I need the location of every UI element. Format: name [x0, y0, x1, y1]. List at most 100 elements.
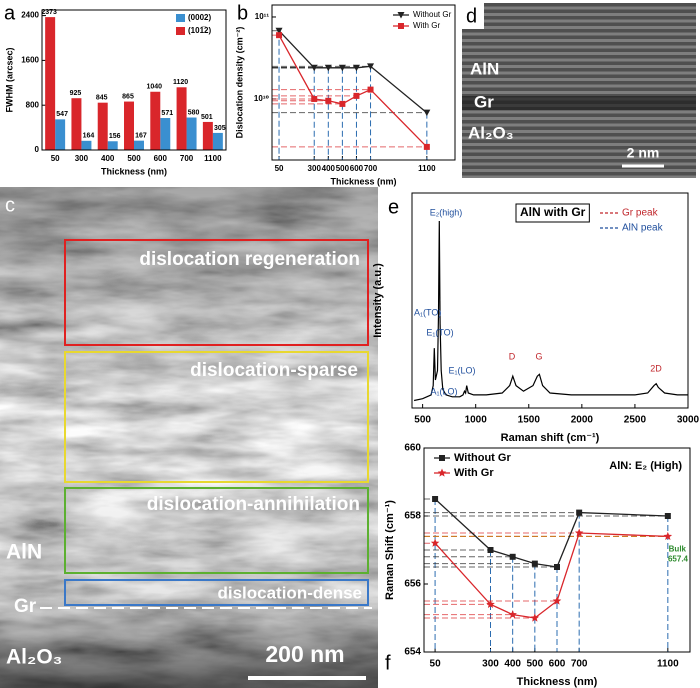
x-tick-label: 1000 [465, 415, 488, 426]
value-label: 164 [83, 133, 95, 140]
value-label: 2373 [41, 9, 57, 16]
marker [353, 92, 360, 99]
value-label: 167 [135, 132, 147, 139]
x-tick-label: 2000 [571, 415, 594, 426]
legend-swatch [176, 14, 185, 22]
marker [423, 143, 430, 150]
marker [367, 86, 374, 93]
x-tick-label: 500 [336, 164, 350, 173]
x-tick-label: 400 [504, 659, 521, 670]
region-box [64, 487, 369, 574]
legend-label: With Gr [413, 21, 440, 30]
value-label: 501 [201, 114, 213, 121]
x-tick-label: 500 [526, 659, 543, 670]
marker [574, 528, 584, 537]
scale-bar-label: 2 nm [627, 145, 660, 161]
micrograph-c: dislocation regeneration dislocation-spa… [0, 187, 378, 688]
bar [55, 119, 66, 150]
bar [107, 141, 118, 150]
series-line [434, 532, 668, 619]
x-tick-label: 50 [51, 154, 60, 163]
marker [439, 455, 445, 461]
peak-label: E₁(TO) [426, 327, 453, 337]
peak-label: E₁(LO) [448, 365, 475, 375]
x-tick-label: 500 [414, 415, 431, 426]
x-axis-label: Thickness (nm) [517, 676, 598, 688]
plot-frame [423, 447, 691, 653]
marker [324, 64, 332, 72]
marker [430, 538, 440, 547]
x-tick-label: 1100 [657, 659, 679, 670]
chart-a: a Thickness (nm) FWHM (arcsec) 0 800 1600 2400… [4, 2, 227, 176]
value-label: 547 [56, 111, 68, 118]
x-tick-label: 50 [430, 659, 442, 670]
panel-label: e [388, 196, 399, 218]
y-tick-label: 0 [35, 145, 40, 154]
peak-label: G [535, 351, 542, 361]
y-axis-label: FWHM (arcsec) [4, 47, 14, 112]
x-tick-label: 400 [101, 154, 115, 163]
x-tick-label: 300 [75, 154, 89, 163]
y-tick-label: 656 [404, 579, 421, 590]
x-tick-label: 2500 [624, 415, 647, 426]
y-axis-label: Dislocation density (cm⁻²) [234, 27, 244, 139]
region-box [64, 239, 369, 346]
spectrum-line [413, 220, 688, 402]
marker [508, 610, 517, 619]
x-tick-label: 1100 [418, 164, 436, 173]
peak-label: E₂(high) [430, 207, 463, 217]
marker [554, 564, 560, 570]
bar [176, 87, 187, 150]
y-tick-label: 660 [404, 443, 421, 454]
x-tick-label: 700 [180, 154, 194, 163]
value-label: 1040 [147, 84, 163, 91]
x-tick-label: 700 [364, 164, 378, 173]
marker [398, 23, 404, 29]
panel-label: a [4, 2, 16, 24]
value-label: 1120 [173, 79, 188, 86]
x-tick-label: 50 [275, 164, 284, 173]
y-tick-label: 1600 [21, 56, 39, 65]
bar [71, 98, 82, 150]
peak-label: A₁(TO) [414, 307, 441, 317]
y-axis-label: Intensity (a.u.) [372, 263, 384, 338]
x-tick-label: 300 [308, 164, 322, 173]
annotation: AlN: E₂ (High) [609, 460, 682, 472]
marker [664, 513, 671, 519]
bar [45, 17, 56, 150]
region-label: dislocation-sparse [190, 360, 358, 381]
y-tick-label: 658 [404, 511, 421, 522]
scale-bar-label: 200 nm [265, 641, 344, 667]
y-tick-label: 2400 [21, 11, 39, 20]
marker [576, 509, 583, 516]
bar [160, 118, 171, 150]
layer-label: AlN [470, 59, 499, 78]
panel-label: f [385, 652, 391, 674]
x-tick-label: 500 [127, 154, 141, 163]
layer-label: Gr [14, 596, 37, 617]
layer-label: Gr [474, 92, 494, 111]
y-tick-label: 800 [26, 100, 40, 109]
marker [367, 63, 375, 70]
legend-swatch [176, 27, 185, 35]
marker [487, 547, 494, 553]
marker [437, 468, 447, 477]
marker [552, 596, 562, 605]
value-label: 571 [161, 110, 173, 117]
micrograph-d: d AlN Gr Al₂O₃ 2 nm [462, 3, 696, 178]
plot-frame [271, 4, 456, 161]
x-axis-label: Thickness (nm) [101, 166, 167, 176]
marker [275, 27, 283, 35]
plot-frame [41, 9, 227, 151]
legend-label: Gr peak [622, 208, 659, 219]
x-tick-label: 600 [549, 659, 566, 670]
panel-label: d [466, 5, 477, 27]
marker [276, 32, 283, 39]
chart-b: b Thickness (nm) Dislocation density (cm⁻²… [234, 2, 456, 186]
chart-e: e Raman shift (cm⁻¹) Intensity (a.u.) 500 10… [372, 192, 700, 444]
value-label: 156 [109, 133, 121, 140]
x-axis-label: Raman shift (cm⁻¹) [501, 432, 600, 444]
x-tick-label: 1100 [204, 154, 222, 163]
legend-label: Without Gr [454, 452, 511, 464]
